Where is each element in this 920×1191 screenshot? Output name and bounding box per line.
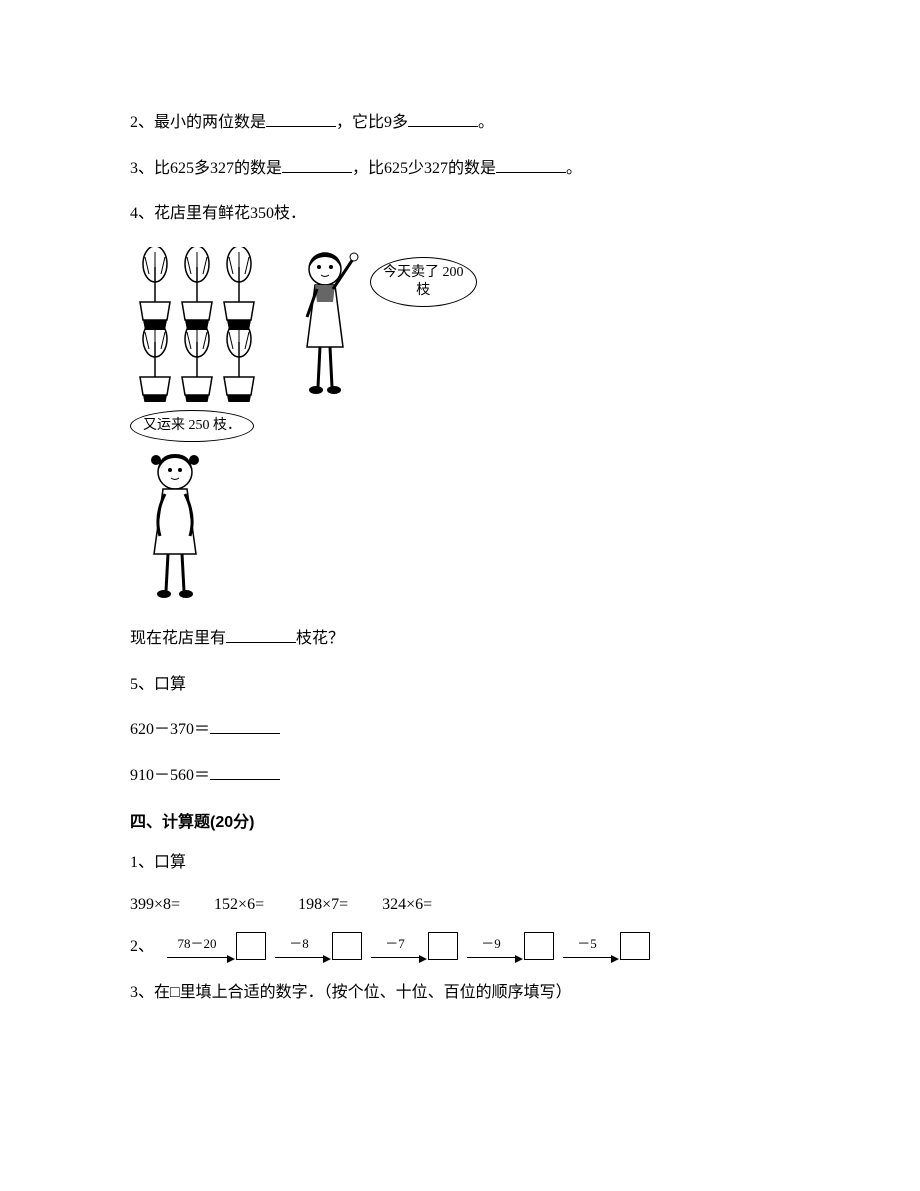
girl-pointing-icon: [285, 247, 365, 402]
q3-blank-1: [282, 157, 352, 173]
chain-label-3: －7: [371, 934, 419, 958]
q2-blank-2: [408, 111, 478, 127]
question-4-text: 4、花店里有鲜花350枝．: [130, 201, 790, 227]
bubble1-line1: 今天卖了 200: [383, 265, 464, 280]
chain-box-5: [620, 932, 650, 960]
girl-standing-icon: [130, 446, 220, 601]
q5-calc1-prefix: 620－370＝: [130, 721, 210, 738]
q3-blank-2: [496, 157, 566, 173]
chain-label-4: －9: [467, 934, 515, 958]
chain-arrow-1: 78－20: [162, 934, 232, 958]
s4-q3: 3、在□里填上合适的数字．（按个位、十位、百位的顺序填写）: [130, 980, 790, 1006]
calc-item-4: 324×6=: [382, 896, 432, 914]
chain-label-2: －8: [275, 934, 323, 958]
q4-result: 现在花店里有 枝花？: [130, 626, 790, 652]
speech-bubble-1: 今天卖了 200 枝: [370, 257, 477, 307]
question-2: 2、最小的两位数是 ，它比9多 。: [130, 110, 790, 136]
section-4-header: 四、计算题(20分): [130, 808, 790, 832]
bubble1-line2: 枝: [416, 283, 430, 298]
s4-q2: 2、 78－20 －8 －7 －9 －5: [130, 932, 790, 960]
flower-shop-icon: [130, 247, 275, 402]
chain-arrow-3: －7: [366, 934, 424, 958]
q4-illustration: 今天卖了 200 枝 又运来 250 枝．: [130, 247, 790, 606]
q3-prefix: 3、比625多327的数是: [130, 160, 282, 177]
q4-result-blank: [226, 627, 296, 643]
q5-calc2-prefix: 910－560＝: [130, 767, 210, 784]
speech-bubble-2: 又运来 250 枝．: [130, 410, 254, 442]
calc-item-1: 399×8=: [130, 896, 180, 914]
q2-prefix: 2、最小的两位数是: [130, 114, 266, 131]
q5-calc2-blank: [210, 764, 280, 780]
chain-arrow-4: －9: [462, 934, 520, 958]
chain-box-1: [236, 932, 266, 960]
q2-suffix: 。: [478, 114, 494, 131]
q2-mid: ，它比9多: [336, 114, 408, 131]
s4-q1-items: 399×8= 152×6= 198×7= 324×6=: [130, 896, 790, 914]
chain-label-5: －5: [563, 934, 611, 958]
question-3: 3、比625多327的数是 ，比625少327的数是 。: [130, 156, 790, 182]
chain-calculation: 78－20 －8 －7 －9 －5: [162, 932, 650, 960]
s4-q2-prefix: 2、: [130, 934, 154, 960]
question-5-title: 5、口算: [130, 672, 790, 698]
chain-arrow-5: －5: [558, 934, 616, 958]
q5-calc1-blank: [210, 718, 280, 734]
q2-blank-1: [266, 111, 336, 127]
q5-calc-2: 910－560＝: [130, 763, 790, 789]
s4-q1-title: 1、口算: [130, 850, 790, 876]
q4-result-suffix: 枝花？: [296, 630, 344, 647]
q3-mid: ，比625少327的数是: [352, 160, 496, 177]
chain-arrow-2: －8: [270, 934, 328, 958]
chain-box-2: [332, 932, 362, 960]
chain-box-3: [428, 932, 458, 960]
chain-label-1: 78－20: [167, 934, 227, 958]
calc-item-2: 152×6=: [214, 896, 264, 914]
q4-result-prefix: 现在花店里有: [130, 630, 226, 647]
q3-suffix: 。: [566, 160, 582, 177]
q5-calc-1: 620－370＝: [130, 717, 790, 743]
calc-item-3: 198×7=: [298, 896, 348, 914]
chain-box-4: [524, 932, 554, 960]
